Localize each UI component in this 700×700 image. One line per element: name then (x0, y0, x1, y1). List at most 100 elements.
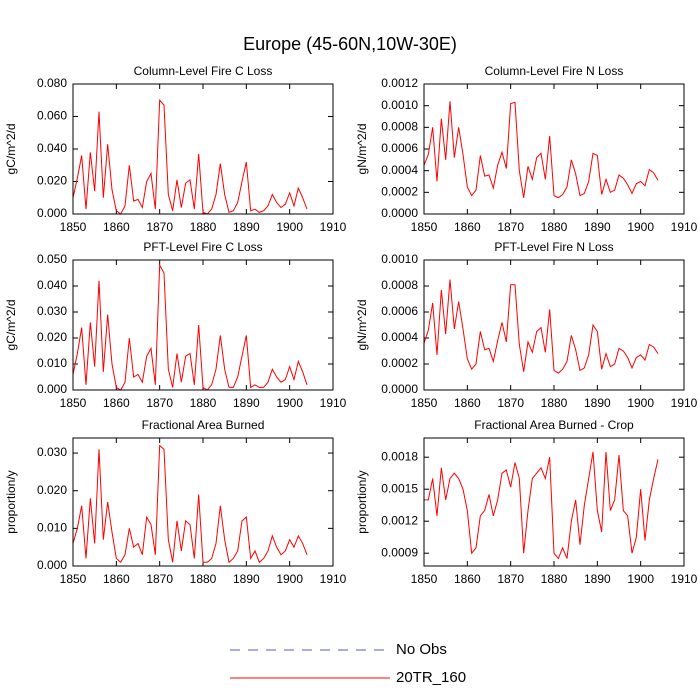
x-tick-label: 1880 (190, 572, 217, 586)
y-axis-label: proportion/y (4, 470, 18, 533)
y-tick-label: 0.050 (37, 252, 67, 266)
panel: Column-Level Fire N Loss gN/m^2/d 1850 1860… (355, 64, 697, 234)
y-axis-label: gC/m^2/d (4, 300, 18, 351)
x-tick-label: 1910 (320, 220, 347, 234)
panel-title: Fractional Area Burned - Crop (474, 418, 634, 432)
y-tick-label: 0.0015 (381, 481, 418, 495)
panel-title: PFT-Level Fire N Loss (494, 240, 613, 254)
data-line (72, 98, 308, 215)
x-tick-label: 1870 (146, 396, 173, 410)
x-tick-label: 1850 (60, 396, 87, 410)
y-tick-label: 0.020 (37, 174, 67, 188)
x-tick-label: 1870 (146, 572, 173, 586)
panel-title: Fractional Area Burned (142, 418, 265, 432)
y-tick-label: 0.000 (37, 558, 67, 572)
x-tick-label: 1890 (584, 396, 611, 410)
plot-frame (72, 437, 334, 567)
y-axis-label: gN/m^2/d (355, 124, 369, 175)
x-tick-label: 1910 (671, 572, 698, 586)
x-tick-label: 1850 (411, 572, 438, 586)
data-line (423, 279, 659, 374)
y-tick-label: 0.0006 (381, 304, 418, 318)
y-tick-label: 0.010 (37, 356, 67, 370)
y-tick-label: 0.0008 (381, 120, 418, 134)
y-tick-label: 0.0004 (381, 163, 418, 177)
x-tick-label: 1870 (146, 220, 173, 234)
y-tick-label: 0.0018 (381, 449, 418, 463)
y-tick-label: 0.080 (37, 76, 67, 90)
figure-title: Europe (45-60N,10W-30E) (243, 34, 457, 54)
y-tick-label: 0.0012 (381, 513, 418, 527)
panel: Fractional Area Burned - Crop proportion/… (355, 418, 697, 586)
x-tick-label: 1870 (497, 396, 524, 410)
x-tick-label: 1900 (276, 396, 303, 410)
x-tick-label: 1880 (190, 220, 217, 234)
y-tick-label: 0.0008 (381, 278, 418, 292)
x-tick-label: 1890 (233, 220, 260, 234)
legend-label: 20TR_160 (396, 669, 466, 686)
x-tick-label: 1900 (627, 396, 654, 410)
x-tick-label: 1850 (60, 572, 87, 586)
x-tick-label: 1890 (584, 220, 611, 234)
y-axis-label: gC/m^2/d (4, 124, 18, 175)
x-tick-label: 1880 (541, 572, 568, 586)
x-tick-label: 1910 (671, 220, 698, 234)
x-tick-label: 1890 (584, 572, 611, 586)
panel: PFT-Level Fire C Loss gC/m^2/d 1850 1860 187… (4, 240, 346, 410)
y-tick-label: 0.000 (37, 382, 67, 396)
y-tick-label: 0.030 (37, 304, 67, 318)
x-tick-label: 1870 (497, 572, 524, 586)
x-tick-label: 1880 (190, 396, 217, 410)
y-tick-label: 0.0010 (381, 98, 418, 112)
y-tick-label: 0.0000 (381, 206, 418, 220)
x-tick-label: 1900 (627, 572, 654, 586)
data-line (424, 451, 659, 560)
x-tick-label: 1850 (60, 220, 87, 234)
plot-frame (423, 83, 685, 215)
plot-frame (72, 259, 334, 391)
x-tick-label: 1850 (411, 220, 438, 234)
y-tick-label: 0.040 (37, 141, 67, 155)
y-tick-label: 0.0002 (381, 185, 418, 199)
panel: Column-Level Fire C Loss gC/m^2/d 1850 1860… (4, 64, 346, 234)
y-axis-label: proportion/y (355, 470, 369, 533)
x-tick-label: 1880 (541, 396, 568, 410)
x-tick-label: 1900 (627, 220, 654, 234)
x-tick-label: 1860 (454, 572, 481, 586)
x-tick-label: 1860 (103, 396, 130, 410)
y-tick-label: 0.0006 (381, 141, 418, 155)
plot-frame (423, 437, 685, 567)
y-tick-label: 0.060 (37, 109, 67, 123)
x-tick-label: 1860 (103, 220, 130, 234)
data-line (72, 263, 308, 391)
x-tick-label: 1880 (541, 220, 568, 234)
y-axis-label: gN/m^2/d (355, 300, 369, 351)
panel: Fractional Area Burned proportion/y 1850 18… (4, 418, 346, 586)
x-tick-label: 1910 (671, 396, 698, 410)
x-tick-label: 1860 (454, 220, 481, 234)
panel-title: PFT-Level Fire C Loss (143, 240, 262, 254)
x-tick-label: 1910 (320, 572, 347, 586)
x-tick-label: 1850 (411, 396, 438, 410)
y-tick-label: 0.0009 (381, 545, 418, 559)
plot-frame (72, 83, 334, 215)
x-tick-label: 1890 (233, 572, 260, 586)
y-tick-label: 0.030 (37, 445, 67, 459)
plot-frame (423, 259, 685, 391)
data-line (423, 101, 659, 199)
x-tick-label: 1860 (454, 396, 481, 410)
x-tick-label: 1900 (276, 220, 303, 234)
y-tick-label: 0.0000 (381, 382, 418, 396)
y-tick-label: 0.040 (37, 278, 67, 292)
y-tick-label: 0.0010 (381, 252, 418, 266)
y-tick-label: 0.0002 (381, 356, 418, 370)
y-tick-label: 0.0004 (381, 330, 418, 344)
y-tick-label: 0.0012 (381, 76, 418, 90)
x-tick-label: 1870 (497, 220, 524, 234)
y-tick-label: 0.000 (37, 206, 67, 220)
panel-title: Column-Level Fire C Loss (134, 64, 273, 78)
x-tick-label: 1910 (320, 396, 347, 410)
legend-label: No Obs (396, 641, 447, 658)
y-tick-label: 0.010 (37, 521, 67, 535)
